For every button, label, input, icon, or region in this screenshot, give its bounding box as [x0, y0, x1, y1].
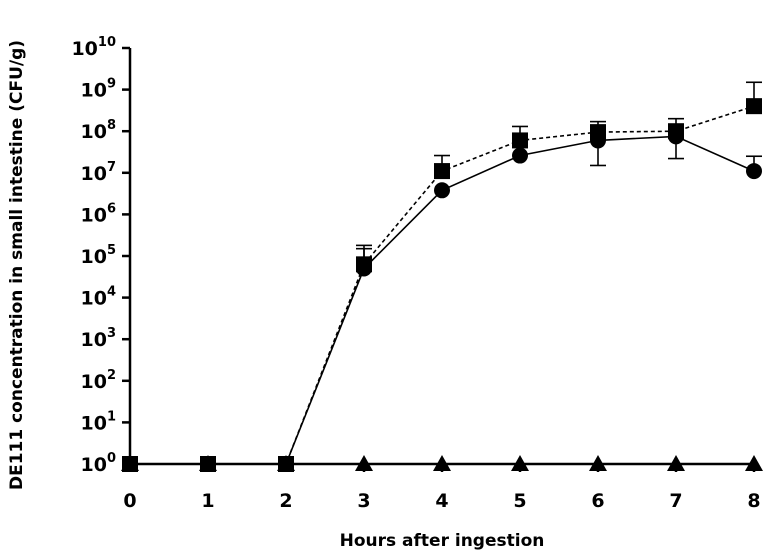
y-tick-label-5: 105: [81, 243, 117, 268]
y-axis-title: DE111 concentration in small intestine (…: [7, 40, 27, 490]
y-tick-label-10: 1010: [71, 35, 116, 60]
marker-triangle-1: [199, 455, 217, 471]
series-layer: [121, 81, 763, 472]
x-tick-label-1: 1: [201, 490, 214, 512]
series-triangle: [121, 455, 763, 471]
marker-triangle-0: [121, 455, 139, 471]
y-tick-label-8: 108: [81, 118, 117, 143]
x-tick-label-6: 6: [591, 490, 604, 512]
marker-triangle-8: [745, 455, 763, 471]
marker-triangle-4: [433, 455, 451, 471]
series-circle: [122, 128, 762, 472]
y-tick-label-2: 102: [81, 368, 117, 393]
marker-square-4: [434, 163, 450, 180]
marker-triangle-2: [277, 455, 295, 471]
x-tick-label-5: 5: [513, 490, 526, 512]
marker-triangle-3: [355, 455, 373, 471]
y-tick-label-6: 106: [81, 201, 117, 226]
x-tick-label-4: 4: [435, 490, 448, 512]
y-tick-label-0: 100: [81, 451, 117, 476]
series-square: [122, 81, 762, 472]
y-tick-label-7: 107: [81, 160, 117, 185]
marker-circle-5: [512, 147, 528, 164]
x-tick-label-3: 3: [357, 490, 370, 512]
marker-circle-4: [434, 182, 450, 199]
y-tick-label-3: 103: [81, 326, 117, 351]
y-tick-label-4: 104: [81, 285, 117, 310]
x-tick-label-2: 2: [279, 490, 292, 512]
x-tick-label-0: 0: [123, 490, 136, 512]
marker-triangle-7: [667, 455, 685, 471]
labels: 100 101 102 103 104 105 106 107 108 109 1010 0 1 2 3 4 5…: [71, 35, 760, 512]
y-tick-label-1: 101: [81, 409, 117, 434]
marker-circle-7: [668, 128, 684, 145]
axes: [122, 46, 756, 472]
marker-square-8: [746, 98, 762, 115]
marker-triangle-5: [511, 455, 529, 471]
x-axis-title: Hours after ingestion: [340, 531, 545, 551]
marker-circle-3: [356, 260, 372, 277]
marker-square-5: [512, 132, 528, 149]
x-tick-label-7: 7: [669, 490, 682, 512]
marker-triangle-6: [589, 455, 607, 471]
x-tick-label-8: 8: [747, 490, 760, 512]
marker-circle-6: [590, 132, 606, 149]
marker-circle-8: [746, 163, 762, 180]
y-tick-label-9: 109: [81, 77, 117, 102]
